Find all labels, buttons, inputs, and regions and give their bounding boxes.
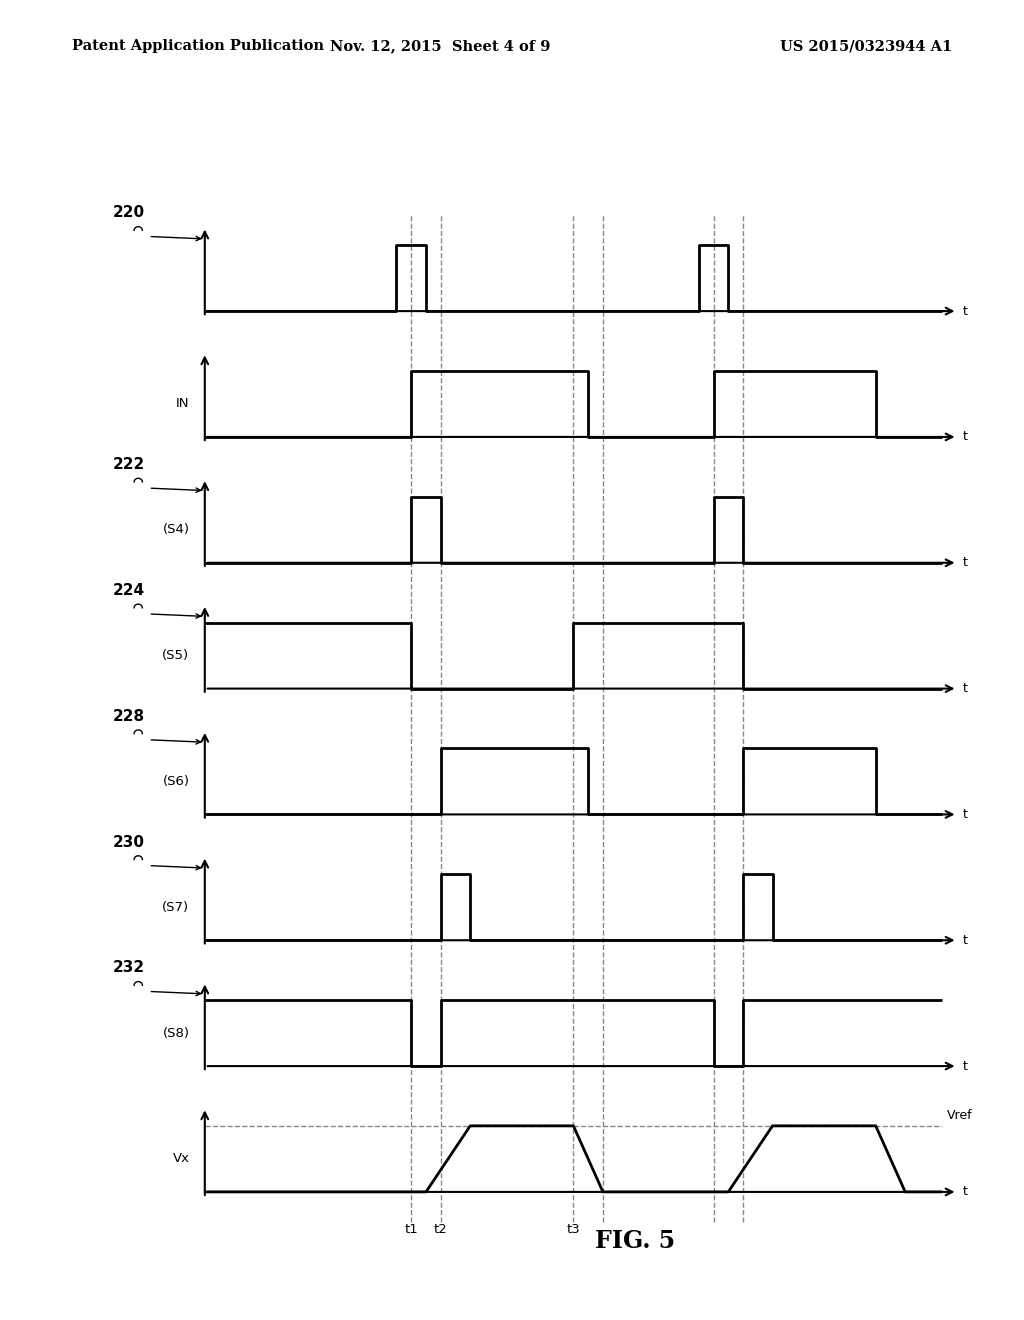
Text: (S4): (S4) — [163, 523, 189, 536]
Text: (S8): (S8) — [163, 1027, 189, 1040]
Text: (S7): (S7) — [163, 900, 189, 913]
Text: t: t — [963, 1060, 968, 1073]
Text: 222: 222 — [113, 457, 144, 473]
Text: Vx: Vx — [172, 1152, 189, 1166]
Text: IN: IN — [176, 397, 189, 411]
Text: 228: 228 — [113, 709, 144, 723]
Text: t: t — [963, 808, 968, 821]
Text: t: t — [963, 556, 968, 569]
Text: 220: 220 — [113, 206, 144, 220]
Text: t: t — [963, 430, 968, 444]
Text: t2: t2 — [434, 1222, 447, 1236]
Text: t: t — [963, 1185, 968, 1199]
Text: 232: 232 — [113, 961, 144, 975]
Text: US 2015/0323944 A1: US 2015/0323944 A1 — [780, 40, 952, 53]
Text: t1: t1 — [404, 1222, 418, 1236]
Text: FIG. 5: FIG. 5 — [595, 1229, 675, 1253]
Text: (S6): (S6) — [163, 775, 189, 788]
Text: (S5): (S5) — [163, 649, 189, 663]
Text: t: t — [963, 933, 968, 946]
Text: 224: 224 — [113, 583, 144, 598]
Text: 230: 230 — [113, 834, 144, 850]
Text: t3: t3 — [566, 1222, 581, 1236]
Text: Patent Application Publication: Patent Application Publication — [72, 40, 324, 53]
Text: t: t — [963, 682, 968, 696]
Text: t: t — [963, 305, 968, 318]
Text: Vref: Vref — [947, 1109, 973, 1122]
Text: Nov. 12, 2015  Sheet 4 of 9: Nov. 12, 2015 Sheet 4 of 9 — [330, 40, 551, 53]
